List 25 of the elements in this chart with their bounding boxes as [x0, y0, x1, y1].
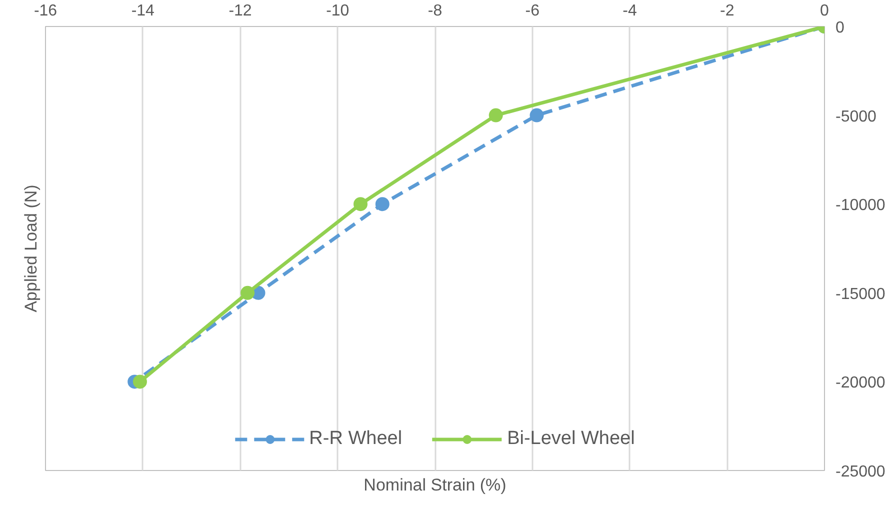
legend-label: Bi-Level Wheel	[507, 428, 635, 450]
point	[488, 108, 503, 122]
x-tick-label: -14	[131, 2, 155, 20]
x-tick-label: -16	[34, 2, 58, 20]
x-tick-label: -12	[228, 2, 252, 20]
y-tick-label: -10000	[836, 197, 886, 214]
y-tick-label: -5000	[836, 108, 877, 126]
x-tick-label: -2	[720, 2, 734, 20]
y-tick-label: -20000	[836, 374, 886, 392]
x-tick-label: 0	[820, 2, 830, 20]
y-tick-label: -25000	[836, 464, 886, 480]
point	[240, 286, 255, 300]
x-axis-title: Nominal Strain (%)	[364, 476, 506, 494]
y-axis-title: Applied Load (N)	[22, 184, 40, 312]
x-tick-label: -6	[525, 2, 540, 20]
y-tick-label: -15000	[836, 286, 886, 303]
point	[375, 197, 390, 212]
x-tick-label: -10	[326, 2, 350, 20]
point	[132, 374, 147, 389]
x-tick-label: -8	[428, 2, 442, 20]
point	[354, 197, 368, 212]
y-tick-label: 0	[836, 20, 844, 36]
point	[530, 108, 544, 122]
x-tick-label: -4	[622, 2, 637, 20]
legend-label: R-R Wheel	[309, 428, 402, 450]
